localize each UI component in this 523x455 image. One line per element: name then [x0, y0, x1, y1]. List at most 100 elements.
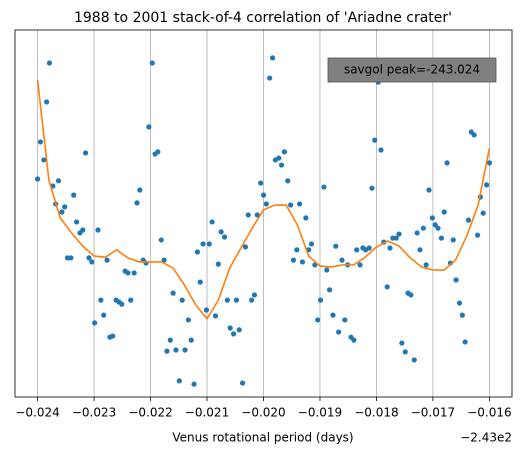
- data-point: [218, 229, 224, 235]
- data-point: [303, 215, 309, 221]
- data-point: [128, 297, 134, 303]
- data-point: [339, 257, 345, 263]
- data-point: [435, 225, 441, 231]
- data-point: [206, 241, 212, 247]
- x-tick-label: −0.016: [467, 406, 511, 420]
- x-tick-label: −0.021: [185, 406, 229, 420]
- x-tick-label: −0.018: [354, 406, 398, 420]
- data-point: [417, 247, 423, 253]
- data-point: [110, 333, 116, 339]
- data-point: [149, 60, 155, 66]
- data-point: [438, 235, 445, 241]
- data-point: [188, 337, 194, 343]
- data-point: [297, 201, 303, 207]
- data-point: [224, 297, 230, 303]
- data-point: [324, 267, 330, 273]
- data-point: [267, 75, 273, 81]
- data-point: [131, 270, 137, 276]
- data-point: [146, 124, 152, 130]
- data-point: [44, 99, 50, 105]
- data-point: [200, 241, 206, 247]
- data-point: [369, 185, 375, 191]
- data-point: [98, 297, 104, 303]
- data-point: [294, 247, 300, 253]
- data-point: [62, 204, 68, 210]
- data-point: [480, 210, 486, 216]
- data-point: [459, 312, 465, 318]
- x-offset-label: −2.43e2: [460, 431, 512, 445]
- data-point: [258, 180, 264, 186]
- data-point: [483, 182, 490, 188]
- data-point: [396, 231, 402, 237]
- axes-frame: [14, 29, 513, 398]
- data-point: [354, 247, 360, 253]
- data-point: [233, 297, 239, 303]
- data-point: [194, 249, 201, 255]
- data-point: [351, 337, 357, 343]
- data-point: [411, 357, 417, 363]
- data-point: [215, 261, 221, 267]
- data-point: [251, 292, 258, 298]
- data-point: [197, 279, 203, 285]
- data-point: [240, 380, 246, 386]
- data-point: [119, 301, 125, 307]
- data-point: [486, 160, 493, 166]
- data-point: [326, 287, 333, 293]
- annotation-box: [327, 57, 497, 83]
- x-tick-label: −0.022: [128, 406, 172, 420]
- data-point: [95, 227, 101, 233]
- data-point: [104, 257, 110, 263]
- data-point: [408, 292, 414, 298]
- data-point: [236, 327, 242, 333]
- data-point: [82, 150, 89, 156]
- data-point: [330, 312, 336, 318]
- data-point: [249, 297, 255, 303]
- data-point: [46, 60, 53, 66]
- data-point: [372, 137, 378, 143]
- data-point: [393, 235, 399, 241]
- data-point: [357, 262, 363, 268]
- data-point: [80, 227, 86, 233]
- data-point: [179, 297, 185, 303]
- x-tick-label: −0.024: [15, 406, 59, 420]
- data-point: [37, 139, 44, 145]
- annotation-text: savgol peak=-243.024: [344, 63, 480, 77]
- data-point: [441, 209, 447, 215]
- data-point: [245, 212, 251, 218]
- data-point: [125, 270, 131, 276]
- data-point: [333, 243, 339, 249]
- data-point: [471, 132, 477, 138]
- x-tick-label: −0.017: [411, 406, 455, 420]
- data-point: [308, 241, 315, 247]
- data-point: [203, 307, 210, 313]
- data-point: [299, 259, 306, 265]
- data-point: [317, 297, 324, 303]
- data-point: [474, 232, 481, 238]
- data-point: [278, 162, 285, 168]
- data-point: [73, 219, 80, 225]
- data-point: [254, 212, 260, 218]
- data-point: [269, 55, 276, 61]
- data-point: [402, 349, 408, 355]
- data-point: [456, 300, 463, 306]
- data-point: [167, 337, 173, 343]
- x-tick-label: −0.019: [298, 406, 342, 420]
- data-point: [221, 234, 228, 240]
- data-point: [315, 317, 321, 323]
- data-point: [182, 347, 188, 353]
- data-point: [336, 329, 342, 335]
- data-point: [89, 259, 95, 265]
- data-point: [276, 155, 282, 161]
- data-point: [260, 192, 267, 198]
- chart-title: 1988 to 2001 stack-of-4 correlation of '…: [74, 10, 452, 26]
- data-point: [378, 147, 384, 153]
- data-point: [34, 176, 41, 182]
- data-point: [342, 317, 348, 323]
- data-point: [59, 209, 65, 215]
- data-point: [68, 255, 74, 261]
- data-point: [170, 290, 176, 296]
- data-point: [423, 262, 429, 268]
- data-point: [191, 381, 197, 387]
- data-point: [185, 317, 191, 323]
- data-point: [173, 347, 179, 353]
